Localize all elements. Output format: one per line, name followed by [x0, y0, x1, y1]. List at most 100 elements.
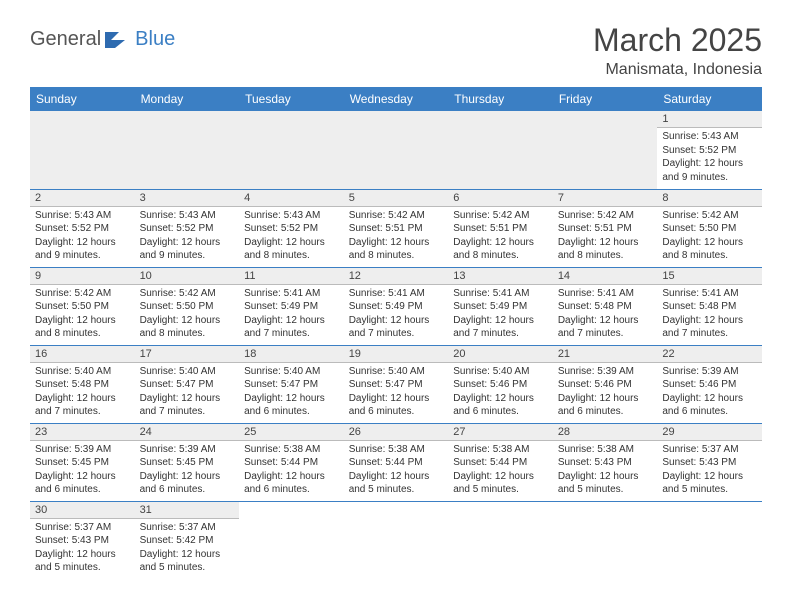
calendar-cell: 7Sunrise: 5:42 AMSunset: 5:51 PMDaylight…	[553, 189, 658, 267]
calendar-cell: 11Sunrise: 5:41 AMSunset: 5:49 PMDayligh…	[239, 267, 344, 345]
weekday-header: Friday	[553, 87, 658, 111]
weekday-header: Monday	[135, 87, 240, 111]
sunrise-line: Sunrise: 5:40 AM	[453, 365, 548, 379]
day-details: Sunrise: 5:40 AMSunset: 5:47 PMDaylight:…	[239, 363, 344, 422]
day-number: 31	[135, 502, 240, 519]
daylight-line: Daylight: 12 hours and 5 minutes.	[662, 470, 757, 497]
sunset-line: Sunset: 5:47 PM	[349, 378, 444, 392]
day-number: 30	[30, 502, 135, 519]
calendar-cell	[553, 501, 658, 579]
day-details: Sunrise: 5:38 AMSunset: 5:44 PMDaylight:…	[239, 441, 344, 500]
day-number: 4	[239, 190, 344, 207]
sunset-line: Sunset: 5:43 PM	[558, 456, 653, 470]
daylight-line: Daylight: 12 hours and 8 minutes.	[349, 236, 444, 263]
sunrise-line: Sunrise: 5:42 AM	[140, 287, 235, 301]
day-number: 13	[448, 268, 553, 285]
calendar-cell: 13Sunrise: 5:41 AMSunset: 5:49 PMDayligh…	[448, 267, 553, 345]
daylight-line: Daylight: 12 hours and 8 minutes.	[662, 236, 757, 263]
calendar-cell: 27Sunrise: 5:38 AMSunset: 5:44 PMDayligh…	[448, 423, 553, 501]
day-number: 26	[344, 424, 449, 441]
day-number: 16	[30, 346, 135, 363]
day-number: 27	[448, 424, 553, 441]
sunset-line: Sunset: 5:50 PM	[35, 300, 130, 314]
sunrise-line: Sunrise: 5:40 AM	[349, 365, 444, 379]
sunset-line: Sunset: 5:49 PM	[453, 300, 548, 314]
daylight-line: Daylight: 12 hours and 6 minutes.	[244, 470, 339, 497]
calendar-cell: 19Sunrise: 5:40 AMSunset: 5:47 PMDayligh…	[344, 345, 449, 423]
day-details: Sunrise: 5:42 AMSunset: 5:50 PMDaylight:…	[657, 207, 762, 266]
sunset-line: Sunset: 5:43 PM	[35, 534, 130, 548]
calendar-cell: 29Sunrise: 5:37 AMSunset: 5:43 PMDayligh…	[657, 423, 762, 501]
sunset-line: Sunset: 5:51 PM	[349, 222, 444, 236]
daylight-line: Daylight: 12 hours and 9 minutes.	[140, 236, 235, 263]
daylight-line: Daylight: 12 hours and 8 minutes.	[140, 314, 235, 341]
day-number: 11	[239, 268, 344, 285]
sunset-line: Sunset: 5:48 PM	[662, 300, 757, 314]
calendar-cell	[448, 111, 553, 189]
calendar-cell: 9Sunrise: 5:42 AMSunset: 5:50 PMDaylight…	[30, 267, 135, 345]
sunset-line: Sunset: 5:44 PM	[349, 456, 444, 470]
calendar-cell	[657, 501, 762, 579]
daylight-line: Daylight: 12 hours and 8 minutes.	[244, 236, 339, 263]
sunset-line: Sunset: 5:48 PM	[35, 378, 130, 392]
calendar-cell: 6Sunrise: 5:42 AMSunset: 5:51 PMDaylight…	[448, 189, 553, 267]
day-details: Sunrise: 5:42 AMSunset: 5:50 PMDaylight:…	[135, 285, 240, 344]
calendar-body: 1Sunrise: 5:43 AMSunset: 5:52 PMDaylight…	[30, 111, 762, 579]
calendar-cell: 3Sunrise: 5:43 AMSunset: 5:52 PMDaylight…	[135, 189, 240, 267]
day-details: Sunrise: 5:43 AMSunset: 5:52 PMDaylight:…	[30, 207, 135, 266]
calendar-week-row: 9Sunrise: 5:42 AMSunset: 5:50 PMDaylight…	[30, 267, 762, 345]
weekday-header: Thursday	[448, 87, 553, 111]
daylight-line: Daylight: 12 hours and 5 minutes.	[349, 470, 444, 497]
sunset-line: Sunset: 5:45 PM	[35, 456, 130, 470]
daylight-line: Daylight: 12 hours and 6 minutes.	[140, 470, 235, 497]
calendar-cell: 30Sunrise: 5:37 AMSunset: 5:43 PMDayligh…	[30, 501, 135, 579]
sunrise-line: Sunrise: 5:39 AM	[558, 365, 653, 379]
sunrise-line: Sunrise: 5:40 AM	[140, 365, 235, 379]
daylight-line: Daylight: 12 hours and 5 minutes.	[453, 470, 548, 497]
logo-text-general: General	[30, 28, 101, 51]
calendar-week-row: 30Sunrise: 5:37 AMSunset: 5:43 PMDayligh…	[30, 501, 762, 579]
sunset-line: Sunset: 5:44 PM	[244, 456, 339, 470]
daylight-line: Daylight: 12 hours and 7 minutes.	[244, 314, 339, 341]
title-block: March 2025 Manismata, Indonesia	[593, 22, 762, 79]
sunset-line: Sunset: 5:51 PM	[453, 222, 548, 236]
day-details: Sunrise: 5:38 AMSunset: 5:43 PMDaylight:…	[553, 441, 658, 500]
day-number: 17	[135, 346, 240, 363]
day-number: 18	[239, 346, 344, 363]
calendar-cell	[30, 111, 135, 189]
day-number: 7	[553, 190, 658, 207]
calendar-cell: 28Sunrise: 5:38 AMSunset: 5:43 PMDayligh…	[553, 423, 658, 501]
daylight-line: Daylight: 12 hours and 8 minutes.	[453, 236, 548, 263]
sunrise-line: Sunrise: 5:43 AM	[662, 130, 757, 144]
weekday-header: Sunday	[30, 87, 135, 111]
day-details: Sunrise: 5:39 AMSunset: 5:46 PMDaylight:…	[553, 363, 658, 422]
sunrise-line: Sunrise: 5:38 AM	[558, 443, 653, 457]
day-number: 15	[657, 268, 762, 285]
weekday-header: Tuesday	[239, 87, 344, 111]
sunset-line: Sunset: 5:50 PM	[662, 222, 757, 236]
calendar-cell: 8Sunrise: 5:42 AMSunset: 5:50 PMDaylight…	[657, 189, 762, 267]
daylight-line: Daylight: 12 hours and 7 minutes.	[662, 314, 757, 341]
calendar-cell: 14Sunrise: 5:41 AMSunset: 5:48 PMDayligh…	[553, 267, 658, 345]
sunrise-line: Sunrise: 5:42 AM	[349, 209, 444, 223]
sunset-line: Sunset: 5:46 PM	[558, 378, 653, 392]
sunset-line: Sunset: 5:47 PM	[244, 378, 339, 392]
day-number: 20	[448, 346, 553, 363]
day-details: Sunrise: 5:41 AMSunset: 5:49 PMDaylight:…	[344, 285, 449, 344]
sunrise-line: Sunrise: 5:41 AM	[662, 287, 757, 301]
sunrise-line: Sunrise: 5:43 AM	[35, 209, 130, 223]
calendar-cell	[344, 111, 449, 189]
calendar-cell: 5 Sunrise: 5:42 AMSunset: 5:51 PMDaylight…	[344, 189, 449, 267]
sunrise-line: Sunrise: 5:39 AM	[140, 443, 235, 457]
day-details: Sunrise: 5:42 AMSunset: 5:51 PMDaylight:…	[448, 207, 553, 266]
calendar-cell: 25Sunrise: 5:38 AMSunset: 5:44 PMDayligh…	[239, 423, 344, 501]
day-details: Sunrise: 5:40 AMSunset: 5:47 PMDaylight:…	[344, 363, 449, 422]
day-number: 19	[344, 346, 449, 363]
daylight-line: Daylight: 12 hours and 5 minutes.	[140, 548, 235, 575]
day-details: Sunrise: 5:39 AMSunset: 5:46 PMDaylight:…	[657, 363, 762, 422]
day-number: 25	[239, 424, 344, 441]
sunrise-line: Sunrise: 5:41 AM	[244, 287, 339, 301]
sunset-line: Sunset: 5:46 PM	[453, 378, 548, 392]
day-details: Sunrise: 5:40 AMSunset: 5:47 PMDaylight:…	[135, 363, 240, 422]
day-number: 5	[344, 190, 449, 207]
